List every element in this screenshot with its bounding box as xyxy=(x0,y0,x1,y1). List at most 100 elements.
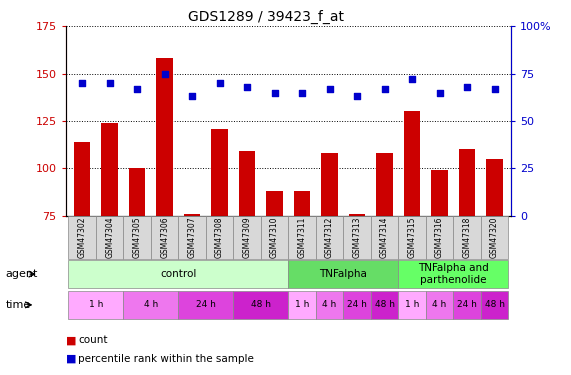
Point xyxy=(270,90,279,96)
Bar xyxy=(96,216,123,259)
Bar xyxy=(69,260,288,288)
Text: GSM47309: GSM47309 xyxy=(243,216,252,258)
Text: 24 h: 24 h xyxy=(457,300,477,309)
Bar xyxy=(426,291,453,319)
Text: GSM47316: GSM47316 xyxy=(435,216,444,258)
Bar xyxy=(459,149,475,358)
Bar xyxy=(184,214,200,358)
Text: ■: ■ xyxy=(66,354,76,364)
Bar xyxy=(151,216,178,259)
Bar xyxy=(399,291,426,319)
Point xyxy=(132,86,142,92)
Text: GSM47304: GSM47304 xyxy=(105,216,114,258)
Point xyxy=(435,90,444,96)
Bar xyxy=(481,216,508,259)
Text: time: time xyxy=(6,300,31,310)
Bar xyxy=(288,216,316,259)
Point xyxy=(297,90,307,96)
Bar xyxy=(371,216,399,259)
Text: TNFalpha: TNFalpha xyxy=(319,269,367,279)
Bar xyxy=(426,216,453,259)
Text: GSM47314: GSM47314 xyxy=(380,216,389,258)
Text: GSM47302: GSM47302 xyxy=(78,216,87,258)
Bar xyxy=(123,216,151,259)
Bar xyxy=(486,159,503,358)
Bar xyxy=(431,170,448,358)
Text: GSM47311: GSM47311 xyxy=(297,216,307,258)
Bar xyxy=(343,291,371,319)
Point xyxy=(325,86,334,92)
Text: 4 h: 4 h xyxy=(323,300,337,309)
Bar xyxy=(261,216,288,259)
Text: GSM47308: GSM47308 xyxy=(215,216,224,258)
Bar xyxy=(371,291,399,319)
Bar xyxy=(206,216,234,259)
Text: GSM47305: GSM47305 xyxy=(132,216,142,258)
Bar xyxy=(156,58,173,358)
Point xyxy=(160,70,169,76)
Bar xyxy=(102,123,118,358)
Text: GSM47318: GSM47318 xyxy=(463,216,472,258)
Bar xyxy=(349,214,365,358)
Bar xyxy=(211,129,228,358)
Text: ■: ■ xyxy=(66,335,76,345)
Text: GSM47312: GSM47312 xyxy=(325,216,334,258)
Point xyxy=(408,76,417,82)
Bar xyxy=(69,216,96,259)
Point xyxy=(490,86,499,92)
Text: 1 h: 1 h xyxy=(89,300,103,309)
Bar xyxy=(178,291,234,319)
Bar xyxy=(234,291,288,319)
Text: TNFalpha and
parthenolide: TNFalpha and parthenolide xyxy=(418,263,489,285)
Bar xyxy=(453,216,481,259)
Bar xyxy=(453,291,481,319)
Text: GSM47310: GSM47310 xyxy=(270,216,279,258)
Bar xyxy=(129,168,146,358)
Text: agent: agent xyxy=(6,269,38,279)
Text: 24 h: 24 h xyxy=(196,300,216,309)
Bar xyxy=(399,216,426,259)
Bar xyxy=(404,111,420,358)
Text: control: control xyxy=(160,269,196,279)
Text: percentile rank within the sample: percentile rank within the sample xyxy=(78,354,254,364)
Text: GSM47307: GSM47307 xyxy=(188,216,196,258)
Bar xyxy=(316,291,343,319)
Text: 24 h: 24 h xyxy=(347,300,367,309)
Text: 48 h: 48 h xyxy=(251,300,271,309)
Text: GSM47320: GSM47320 xyxy=(490,216,499,258)
Point xyxy=(187,93,196,99)
Point xyxy=(78,80,87,86)
Bar xyxy=(239,151,255,358)
Point xyxy=(105,80,114,86)
Bar xyxy=(399,260,508,288)
Text: GSM47315: GSM47315 xyxy=(408,216,417,258)
Bar xyxy=(234,216,261,259)
Text: 1 h: 1 h xyxy=(295,300,309,309)
Point xyxy=(352,93,361,99)
Bar xyxy=(481,291,508,319)
Text: GSM47313: GSM47313 xyxy=(352,216,361,258)
Text: count: count xyxy=(78,335,108,345)
Point xyxy=(463,84,472,90)
Bar xyxy=(123,291,178,319)
Bar xyxy=(294,191,311,358)
Bar xyxy=(74,142,90,358)
Bar xyxy=(316,216,343,259)
Bar xyxy=(343,216,371,259)
Point xyxy=(215,80,224,86)
Text: 1 h: 1 h xyxy=(405,300,419,309)
Bar xyxy=(288,260,399,288)
Point xyxy=(243,84,252,90)
Bar xyxy=(376,153,393,358)
Bar xyxy=(321,153,338,358)
Bar xyxy=(69,291,123,319)
Text: GDS1289 / 39423_f_at: GDS1289 / 39423_f_at xyxy=(187,9,344,24)
Text: 4 h: 4 h xyxy=(144,300,158,309)
Text: 48 h: 48 h xyxy=(485,300,505,309)
Bar xyxy=(288,291,316,319)
Bar xyxy=(178,216,206,259)
Bar xyxy=(266,191,283,358)
Text: 48 h: 48 h xyxy=(375,300,395,309)
Text: 4 h: 4 h xyxy=(432,300,447,309)
Point xyxy=(380,86,389,92)
